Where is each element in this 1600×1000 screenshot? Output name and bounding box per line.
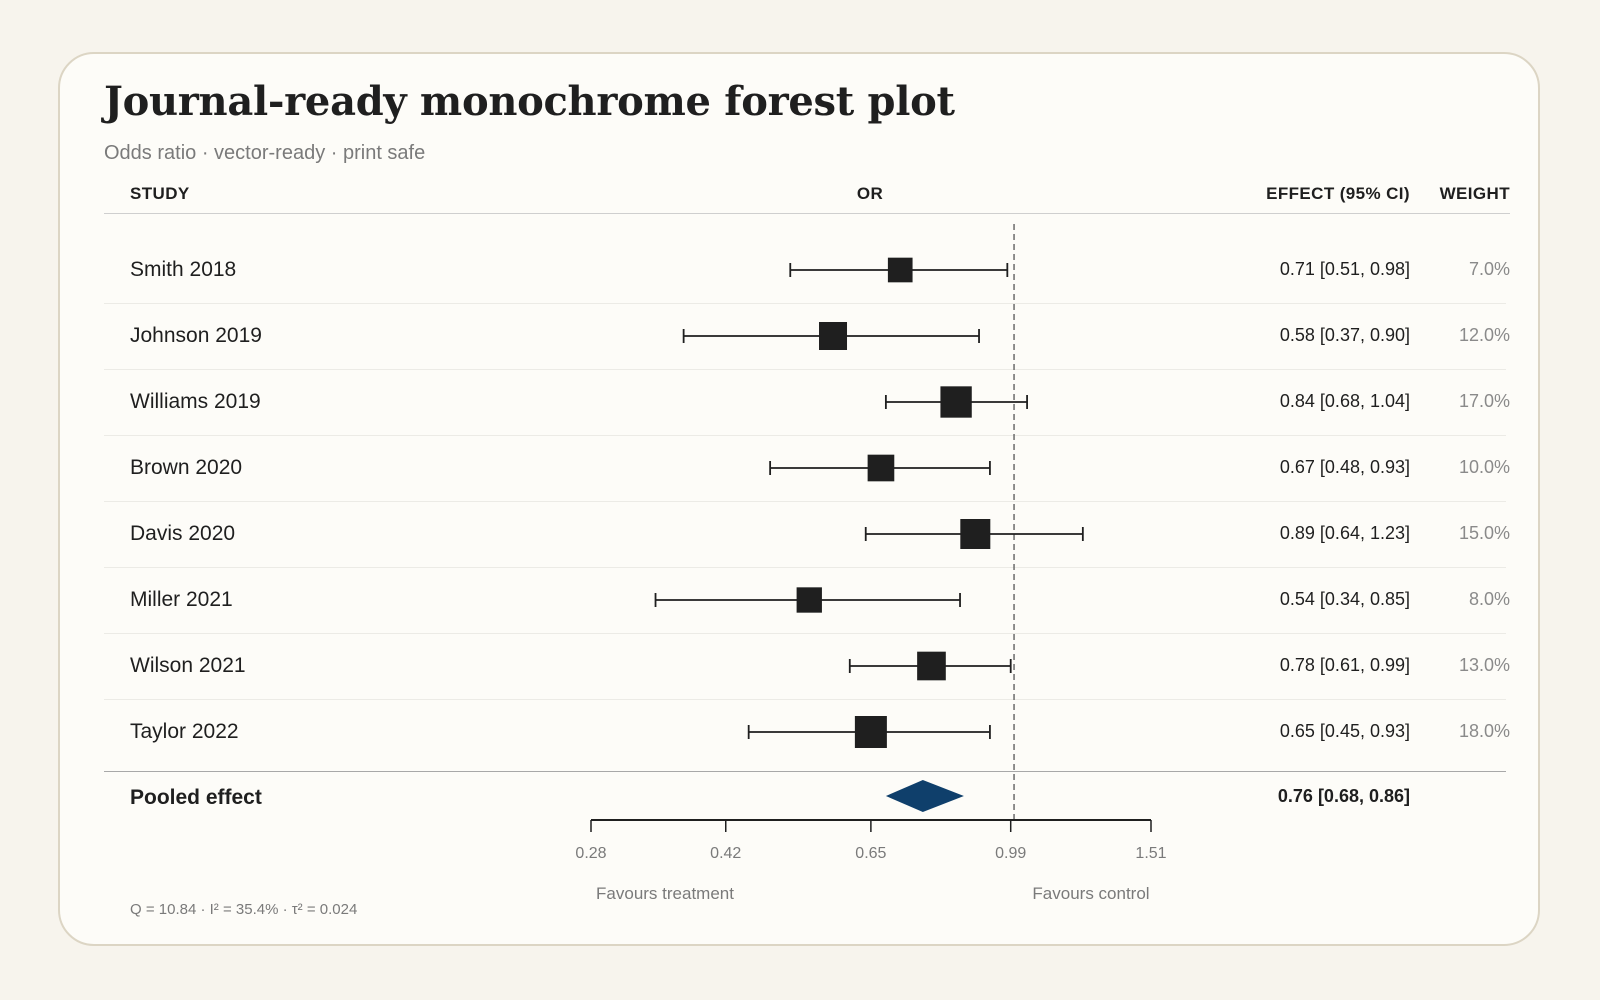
study-weight-text: 13.0% <box>1458 655 1510 675</box>
study-effect-text: 0.65 [0.45, 0.93] <box>1279 721 1410 741</box>
study-name: Williams 2019 <box>130 390 261 413</box>
point-estimate-square <box>940 386 972 418</box>
row-divider <box>104 633 1506 634</box>
header-weight: WEIGHT <box>1439 184 1510 203</box>
point-estimate-square <box>819 322 848 350</box>
study-name: Davis 2020 <box>130 522 236 545</box>
row-divider <box>104 435 1506 436</box>
study-effect-text: 0.58 [0.37, 0.90] <box>1279 325 1410 345</box>
study-name: Brown 2020 <box>130 456 243 479</box>
row-divider <box>104 369 1506 370</box>
study-weight-text: 10.0% <box>1458 457 1510 477</box>
point-estimate-square <box>796 587 822 613</box>
study-effect-text: 0.84 [0.68, 1.04] <box>1279 391 1410 411</box>
favours-treatment-label: Favours treatment <box>596 884 734 903</box>
chart-subtitle: Odds ratio · vector-ready · print safe <box>104 142 426 164</box>
study-weight-text: 8.0% <box>1468 589 1510 609</box>
point-estimate-square <box>854 716 887 748</box>
study-weight-text: 12.0% <box>1458 325 1510 345</box>
favours-control-label: Favours control <box>1032 884 1150 903</box>
x-tick-label: 0.99 <box>995 845 1026 862</box>
study-weight-text: 15.0% <box>1458 523 1510 543</box>
x-tick-label: 0.65 <box>855 845 886 862</box>
chart-card <box>58 52 1540 946</box>
study-effect-text: 0.67 [0.48, 0.93] <box>1279 457 1410 477</box>
x-tick-label: 0.42 <box>710 845 741 862</box>
study-effect-text: 0.89 [0.64, 1.23] <box>1279 523 1410 543</box>
row-divider <box>104 699 1506 700</box>
chart-title: Journal-ready monochrome forest plot <box>104 78 955 125</box>
header-or: OR <box>856 184 884 203</box>
study-weight-text: 18.0% <box>1458 721 1510 741</box>
study-name: Miller 2021 <box>130 588 233 611</box>
study-weight-text: 17.0% <box>1458 391 1510 411</box>
point-estimate-square <box>867 454 895 482</box>
pooled-label: Pooled effect <box>130 786 262 809</box>
point-estimate-square <box>960 519 991 549</box>
study-name: Wilson 2021 <box>130 654 246 677</box>
study-effect-text: 0.71 [0.51, 0.98] <box>1279 259 1410 279</box>
row-divider <box>104 303 1506 304</box>
study-weight-text: 7.0% <box>1468 259 1510 279</box>
row-divider <box>104 501 1506 502</box>
point-estimate-square <box>887 257 913 283</box>
header-study: STUDY <box>130 184 190 203</box>
study-name: Smith 2018 <box>130 258 237 281</box>
x-tick-label: 1.51 <box>1135 845 1166 862</box>
study-effect-text: 0.78 [0.61, 0.99] <box>1279 655 1410 675</box>
row-divider <box>104 567 1506 568</box>
heterogeneity-stats: Q = 10.84 · I² = 35.4% · τ² = 0.024 <box>130 901 358 918</box>
x-tick-label: 0.28 <box>575 845 606 862</box>
point-estimate-square <box>917 651 946 681</box>
pooled-diamond <box>885 780 964 812</box>
study-effect-text: 0.54 [0.34, 0.85] <box>1279 589 1410 609</box>
study-name: Johnson 2019 <box>130 324 262 347</box>
pooled-effect-text: 0.76 [0.68, 0.86] <box>1277 786 1410 806</box>
header-effect: EFFECT (95% CI) <box>1266 184 1410 203</box>
study-name: Taylor 2022 <box>130 720 239 743</box>
pooled-divider <box>104 771 1506 772</box>
header-divider <box>104 213 1510 214</box>
